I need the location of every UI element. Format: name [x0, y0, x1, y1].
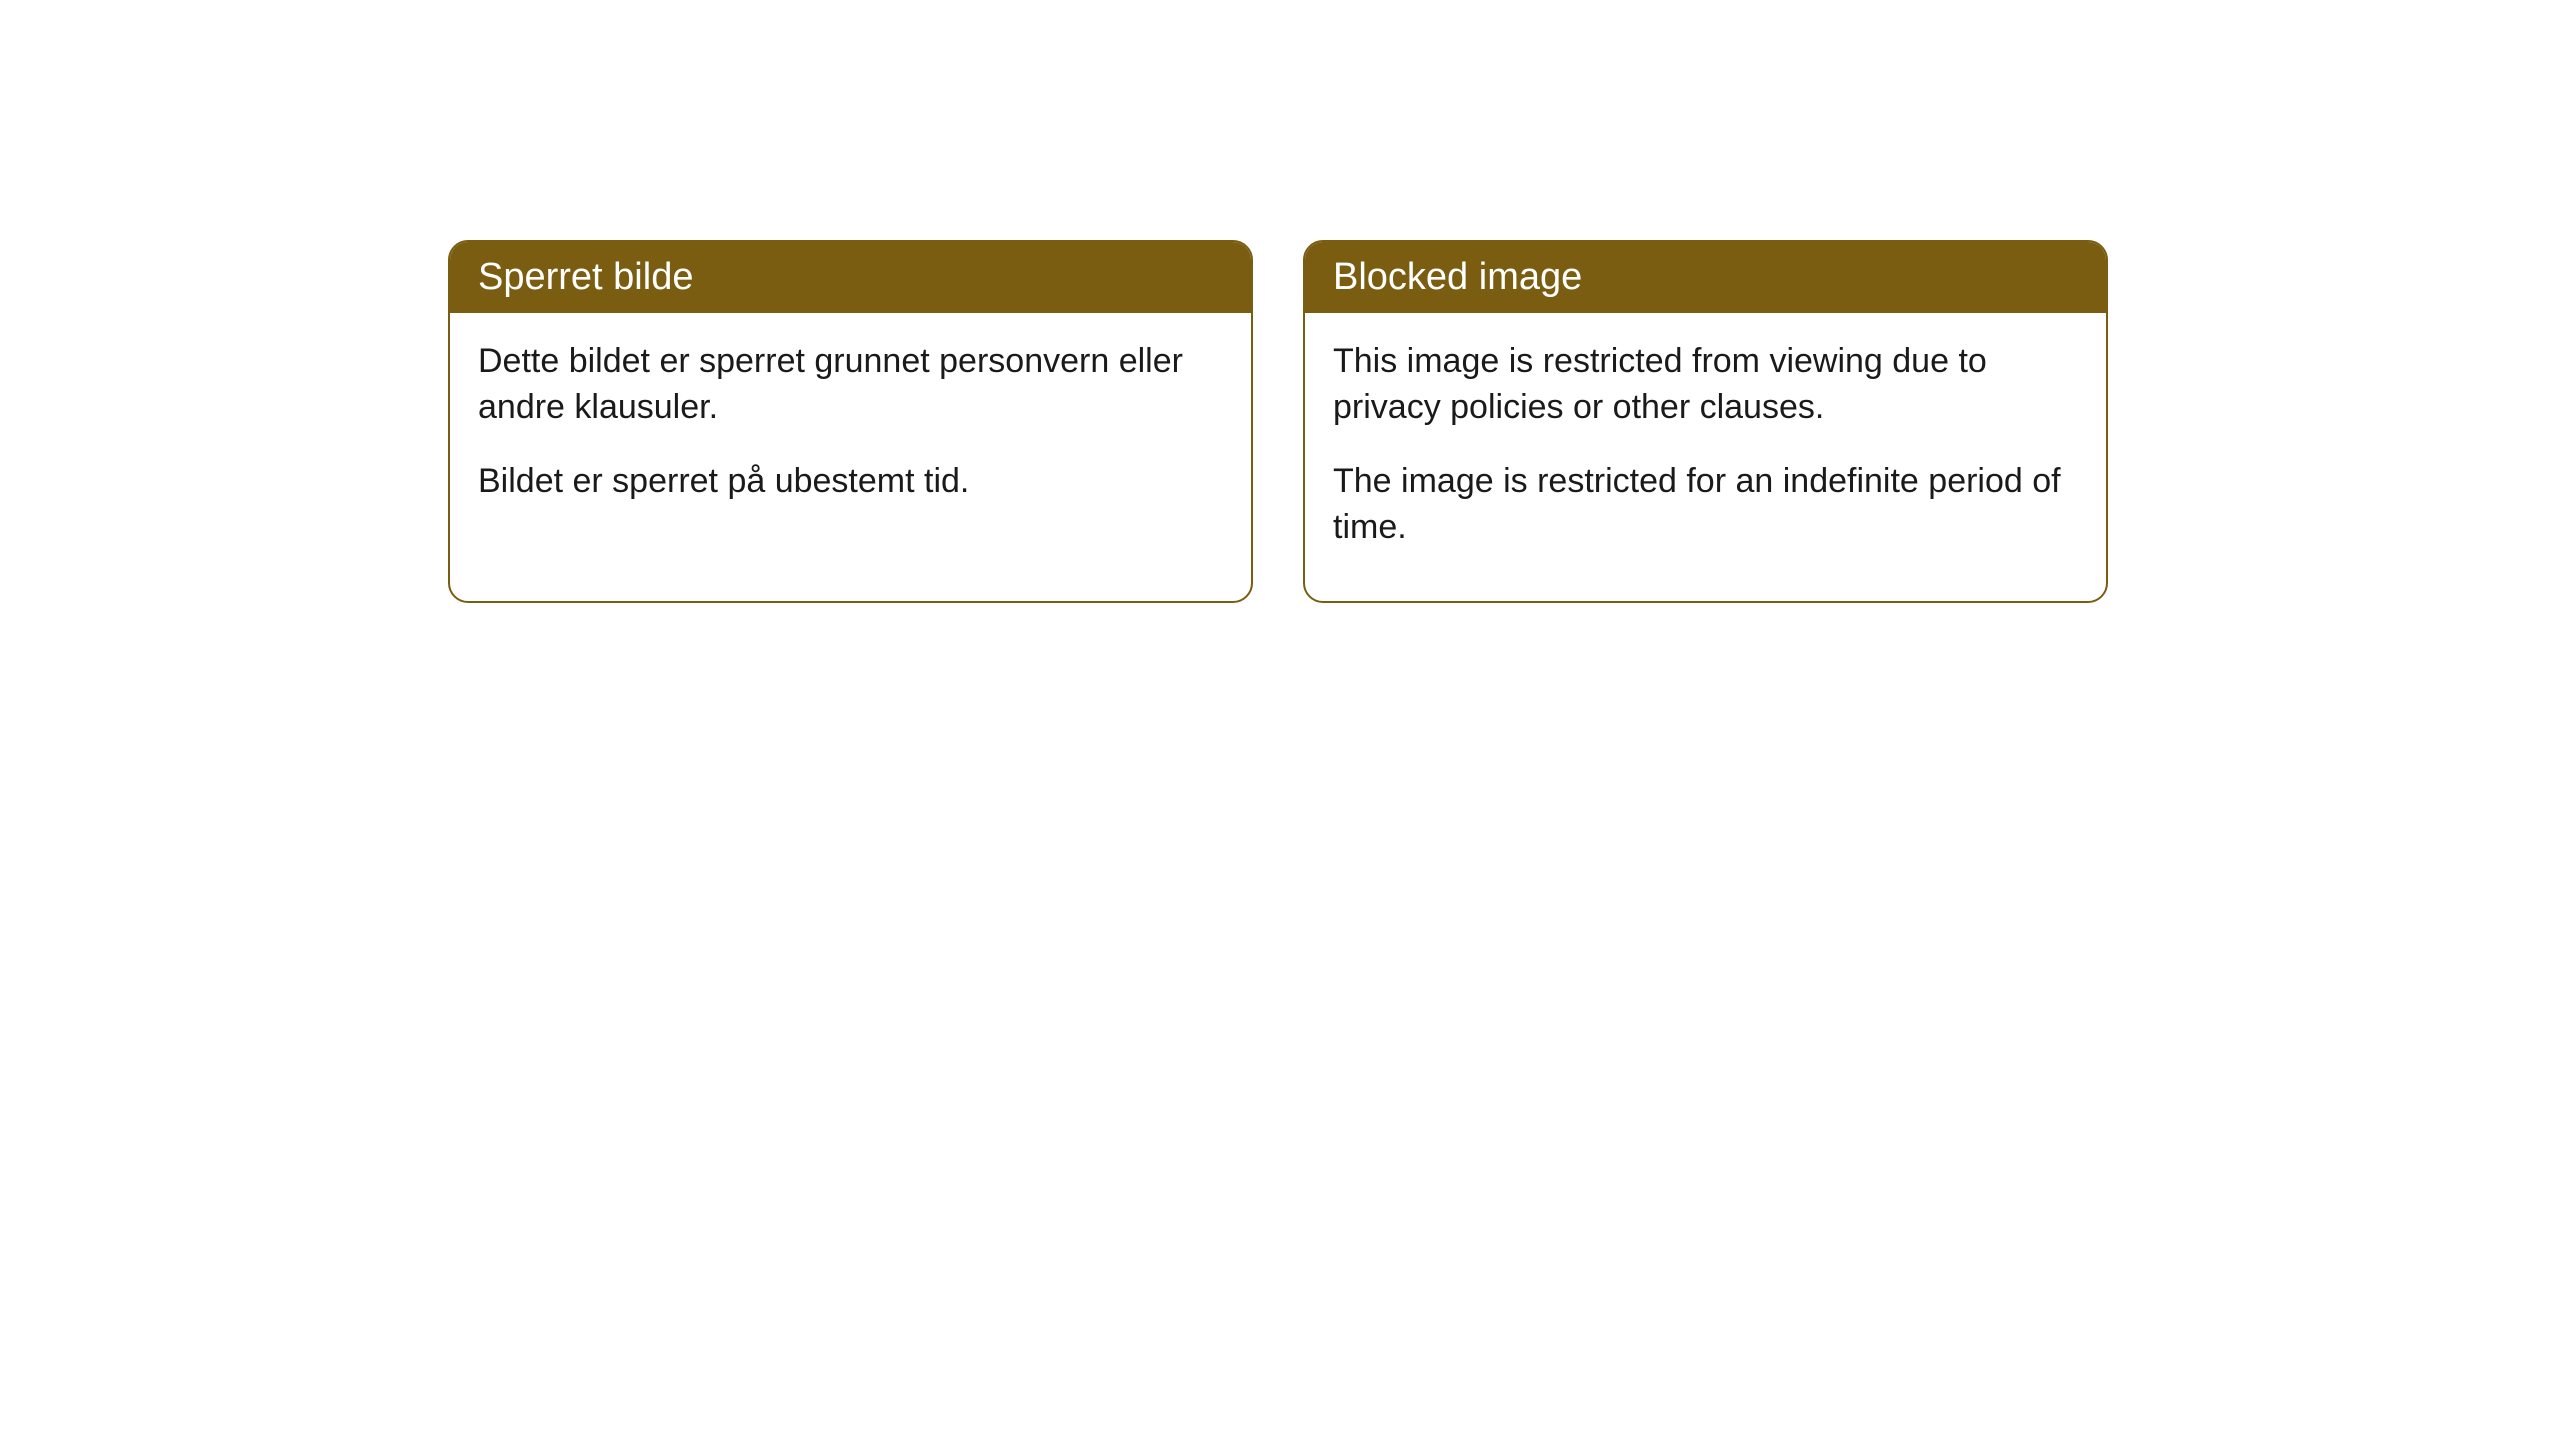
notice-card-norwegian: Sperret bilde Dette bildet er sperret gr…	[448, 240, 1253, 603]
card-header: Blocked image	[1305, 242, 2106, 313]
card-paragraph: Dette bildet er sperret grunnet personve…	[478, 339, 1223, 431]
card-title: Blocked image	[1333, 256, 1582, 298]
notice-cards-container: Sperret bilde Dette bildet er sperret gr…	[448, 240, 2108, 603]
card-paragraph: The image is restricted for an indefinit…	[1333, 459, 2078, 551]
card-body: This image is restricted from viewing du…	[1305, 313, 2106, 601]
card-title: Sperret bilde	[478, 256, 693, 298]
card-body: Dette bildet er sperret grunnet personve…	[450, 313, 1251, 555]
card-header: Sperret bilde	[450, 242, 1251, 313]
card-paragraph: Bildet er sperret på ubestemt tid.	[478, 459, 1223, 505]
notice-card-english: Blocked image This image is restricted f…	[1303, 240, 2108, 603]
card-paragraph: This image is restricted from viewing du…	[1333, 339, 2078, 431]
